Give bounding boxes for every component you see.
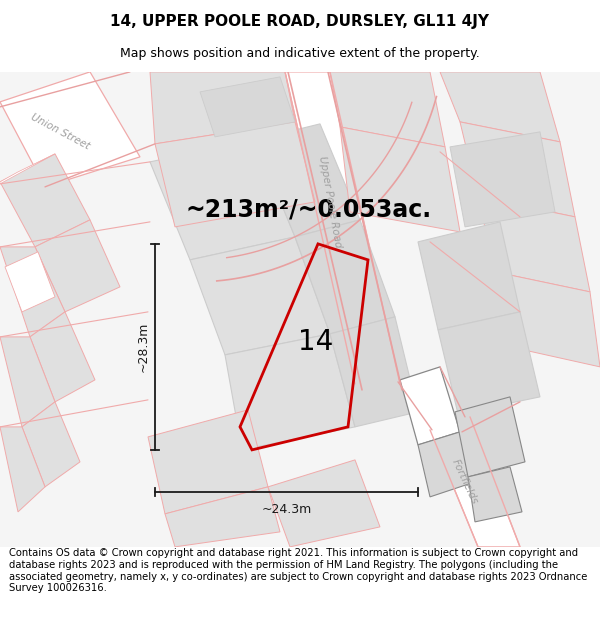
- Polygon shape: [0, 427, 45, 512]
- Polygon shape: [0, 72, 600, 547]
- Text: Upper Poole Road: Upper Poole Road: [317, 155, 343, 249]
- Polygon shape: [340, 127, 460, 232]
- Polygon shape: [200, 77, 295, 137]
- Polygon shape: [455, 397, 525, 477]
- Polygon shape: [148, 410, 268, 514]
- Polygon shape: [478, 197, 590, 292]
- Text: Union Street: Union Street: [29, 112, 91, 152]
- Polygon shape: [225, 334, 355, 450]
- Polygon shape: [285, 72, 400, 382]
- Polygon shape: [438, 312, 540, 414]
- Polygon shape: [255, 124, 360, 237]
- Polygon shape: [0, 154, 90, 247]
- Polygon shape: [430, 417, 520, 547]
- Polygon shape: [460, 122, 575, 217]
- Polygon shape: [268, 460, 380, 547]
- Polygon shape: [0, 337, 55, 427]
- Polygon shape: [150, 140, 295, 260]
- Text: Map shows position and indicative extent of the property.: Map shows position and indicative extent…: [120, 48, 480, 61]
- Polygon shape: [5, 252, 55, 312]
- Text: ~213m²/~0.053ac.: ~213m²/~0.053ac.: [185, 198, 431, 222]
- Polygon shape: [150, 72, 295, 144]
- Text: 14: 14: [298, 328, 333, 356]
- Polygon shape: [155, 122, 315, 227]
- Text: ~28.3m: ~28.3m: [137, 322, 149, 372]
- Text: 14, UPPER POOLE ROAD, DURSLEY, GL11 4JY: 14, UPPER POOLE ROAD, DURSLEY, GL11 4JY: [110, 14, 490, 29]
- Text: ~24.3m: ~24.3m: [262, 503, 311, 516]
- Polygon shape: [0, 247, 65, 337]
- Polygon shape: [468, 467, 522, 522]
- Polygon shape: [440, 72, 560, 142]
- Polygon shape: [295, 220, 395, 334]
- Text: Fortfields: Fortfields: [450, 458, 480, 506]
- Polygon shape: [418, 222, 520, 330]
- Polygon shape: [400, 367, 460, 445]
- Polygon shape: [418, 432, 475, 497]
- Polygon shape: [190, 237, 330, 355]
- Polygon shape: [495, 272, 600, 367]
- Polygon shape: [35, 220, 120, 312]
- Polygon shape: [30, 312, 95, 402]
- Polygon shape: [165, 487, 280, 547]
- Text: Contains OS data © Crown copyright and database right 2021. This information is : Contains OS data © Crown copyright and d…: [9, 549, 587, 593]
- Polygon shape: [330, 72, 445, 147]
- Polygon shape: [330, 317, 418, 427]
- Polygon shape: [450, 132, 555, 227]
- Polygon shape: [0, 154, 55, 184]
- Polygon shape: [22, 402, 80, 487]
- Polygon shape: [0, 72, 140, 187]
